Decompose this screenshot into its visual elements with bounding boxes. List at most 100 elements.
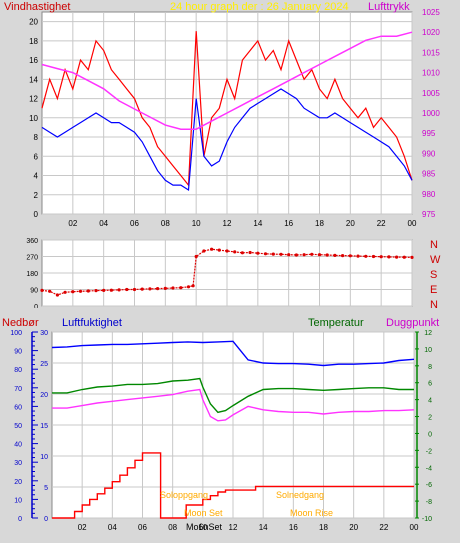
pressure-y-tick-1000: 1000 xyxy=(422,109,440,118)
rain-axis-title: Nedbør xyxy=(2,317,39,329)
moonset-label: Moon Set xyxy=(184,508,223,518)
series-line-luftfuktighet xyxy=(51,340,415,367)
pressure-y-tick-1025: 1025 xyxy=(422,8,440,17)
direction-point xyxy=(86,289,90,293)
pressure-y-tick-990: 990 xyxy=(422,149,436,158)
series-line-middelvind xyxy=(41,88,413,192)
wind-speed-axis-title: Vindhastighet xyxy=(4,1,70,13)
climate-x-tick-06: 06 xyxy=(138,523,147,532)
temp-tick-0: 0 xyxy=(428,431,432,438)
pressure-axis-title: Lufttrykk xyxy=(368,1,410,13)
rain-tick-90: 90 xyxy=(14,349,22,356)
pressure-y-tick-980: 980 xyxy=(422,190,436,199)
rain-tick-10: 10 xyxy=(14,497,22,504)
pressure-y-tick-985: 985 xyxy=(422,170,436,179)
humidity-axis-title: Luftfuktighet xyxy=(62,317,122,329)
wind-tick-labels: 02 04 06 08 10 12 14 16 18 20 22 000246810121416182… xyxy=(29,8,440,228)
rain-tick-50: 50 xyxy=(14,423,22,430)
direction-point xyxy=(402,255,406,259)
temp-tick--10: -10 xyxy=(422,516,432,523)
wind-y-tick-14: 14 xyxy=(29,75,38,84)
temp-tick--6: -6 xyxy=(426,482,432,489)
wind-x-tick-08: 08 xyxy=(161,219,170,228)
direction-point xyxy=(294,253,298,257)
wind-x-tick-14: 14 xyxy=(253,219,262,228)
pressure-y-tick-1015: 1015 xyxy=(422,48,440,57)
rain-tick-100: 100 xyxy=(10,330,22,337)
direction-point xyxy=(348,254,352,258)
climate-series-group xyxy=(51,340,415,519)
series-line-duggpunkt xyxy=(52,388,415,422)
direction-point xyxy=(179,286,183,290)
direction-point xyxy=(191,284,195,288)
compass-label-4: N xyxy=(430,299,438,311)
dir-y-tick-0: 0 xyxy=(34,304,38,311)
wind-x-tick-22: 22 xyxy=(377,219,386,228)
chart-title: 24 hour graph der : 26 January 2024 xyxy=(170,1,349,13)
dir-y-tick-360: 360 xyxy=(26,238,38,245)
climate-x-tick-12: 12 xyxy=(229,523,238,532)
wind-y-tick-0: 0 xyxy=(34,210,39,219)
wind-x-tick-16: 16 xyxy=(284,219,293,228)
dir-y-tick-270: 270 xyxy=(26,255,38,262)
wind-y-tick-6: 6 xyxy=(34,152,39,161)
temp-tick--8: -8 xyxy=(426,499,432,506)
rain-tick-40: 40 xyxy=(14,442,22,449)
direction-point xyxy=(387,255,391,259)
compass-label-0: N xyxy=(430,239,438,251)
wind-y-tick-10: 10 xyxy=(29,114,38,123)
direction-series-group xyxy=(40,247,414,297)
temp-tick-8: 8 xyxy=(428,364,432,371)
temp-tick--4: -4 xyxy=(426,465,432,472)
moonrise-label: Moon Rise xyxy=(290,508,333,518)
wind-x-tick-02: 02 xyxy=(68,219,77,228)
climate-x-tick-00: 00 xyxy=(410,523,419,532)
series-line-lufttrykk xyxy=(41,31,413,130)
series-line-vindhastighet xyxy=(41,31,413,187)
sun-axis-label: Mo6nSet xyxy=(186,522,223,532)
temperature-axis-title: Temperatur xyxy=(308,317,364,329)
dewpoint-axis-title: Duggpunkt xyxy=(386,317,439,329)
sunrise-label: Soloppgang xyxy=(160,490,208,500)
rain-tick-30: 30 xyxy=(14,460,22,467)
dir-y-tick-180: 180 xyxy=(26,271,38,278)
pressure-y-tick-975: 975 xyxy=(422,210,436,219)
rain-tick-0: 0 xyxy=(18,516,22,523)
climate-x-tick-16: 16 xyxy=(289,523,298,532)
wind-y-tick-12: 12 xyxy=(29,95,38,104)
series-line-temperatur xyxy=(52,377,414,414)
wind-y-tick-8: 8 xyxy=(34,133,39,142)
humidity-tick-20: 20 xyxy=(40,392,48,399)
temp-tick-4: 4 xyxy=(428,398,432,405)
dir-y-tick-90: 90 xyxy=(30,288,38,295)
temp-tick-6: 6 xyxy=(428,381,432,388)
compass-label-1: W xyxy=(430,254,441,266)
pressure-y-tick-1005: 1005 xyxy=(422,89,440,98)
temp-tick-2: 2 xyxy=(428,415,432,422)
direction-point xyxy=(333,253,337,257)
direction-point xyxy=(225,249,229,253)
direction-line xyxy=(41,248,413,296)
humidity-tick-25: 25 xyxy=(40,361,48,368)
direction-point xyxy=(140,287,144,291)
climate-x-tick-14: 14 xyxy=(259,523,268,532)
direction-point xyxy=(279,252,283,256)
climate-x-tick-20: 20 xyxy=(349,523,358,532)
series-line-nedbør xyxy=(52,452,414,519)
humidity-tick-30: 30 xyxy=(40,330,48,337)
rain-tick-60: 60 xyxy=(14,404,22,411)
climate-x-tick-08: 08 xyxy=(168,523,177,532)
wind-x-tick-00: 00 xyxy=(408,219,417,228)
temp-tick-12: 12 xyxy=(424,330,432,337)
compass-label-2: S xyxy=(430,269,437,281)
wind-y-tick-18: 18 xyxy=(29,37,38,46)
direction-point xyxy=(125,287,129,292)
climate-x-tick-22: 22 xyxy=(379,523,388,532)
wind-y-tick-20: 20 xyxy=(29,18,38,27)
wind-x-tick-12: 12 xyxy=(223,219,232,228)
rain-tick-20: 20 xyxy=(14,479,22,486)
wind-x-tick-18: 18 xyxy=(315,219,324,228)
pressure-y-tick-1020: 1020 xyxy=(422,28,440,37)
